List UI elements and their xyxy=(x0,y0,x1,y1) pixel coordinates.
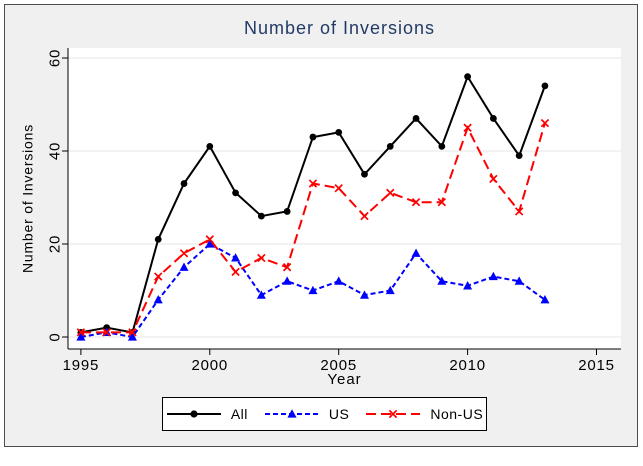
legend-label-all: All xyxy=(230,406,248,422)
svg-text:20: 20 xyxy=(47,235,64,253)
svg-text:40: 40 xyxy=(47,142,64,160)
legend-label-us: US xyxy=(328,406,350,422)
legend-label-nonus: Non-US xyxy=(430,406,484,422)
x-axis-title: Year xyxy=(327,371,362,388)
svg-text:1995: 1995 xyxy=(63,357,100,374)
svg-text:2010: 2010 xyxy=(449,357,486,374)
legend-line-sample-all xyxy=(166,410,221,418)
triangle-marker-icon xyxy=(287,409,297,418)
chart-svg: 0 20 40 60 1995 2000 2005 2010 2015 xyxy=(47,48,621,374)
circle-marker-icon xyxy=(190,410,198,418)
legend-line-sample-nonus xyxy=(366,409,421,419)
svg-text:2005: 2005 xyxy=(320,357,357,374)
x-marker-icon xyxy=(389,409,398,419)
svg-text:60: 60 xyxy=(47,49,64,67)
figure: Number of Inversions Number of Inversion… xyxy=(4,4,638,447)
legend-entry-all: All xyxy=(166,406,248,422)
legend: All US Non-US xyxy=(162,397,487,431)
legend-entry-nonus: Non-US xyxy=(365,406,483,422)
svg-text:2015: 2015 xyxy=(578,357,615,374)
legend-line-sample-us xyxy=(264,409,319,418)
svg-text:2000: 2000 xyxy=(192,357,229,374)
legend-entry-us: US xyxy=(264,406,349,422)
svg-text:0: 0 xyxy=(47,332,64,341)
chart-title: Number of Inversions xyxy=(243,18,436,38)
